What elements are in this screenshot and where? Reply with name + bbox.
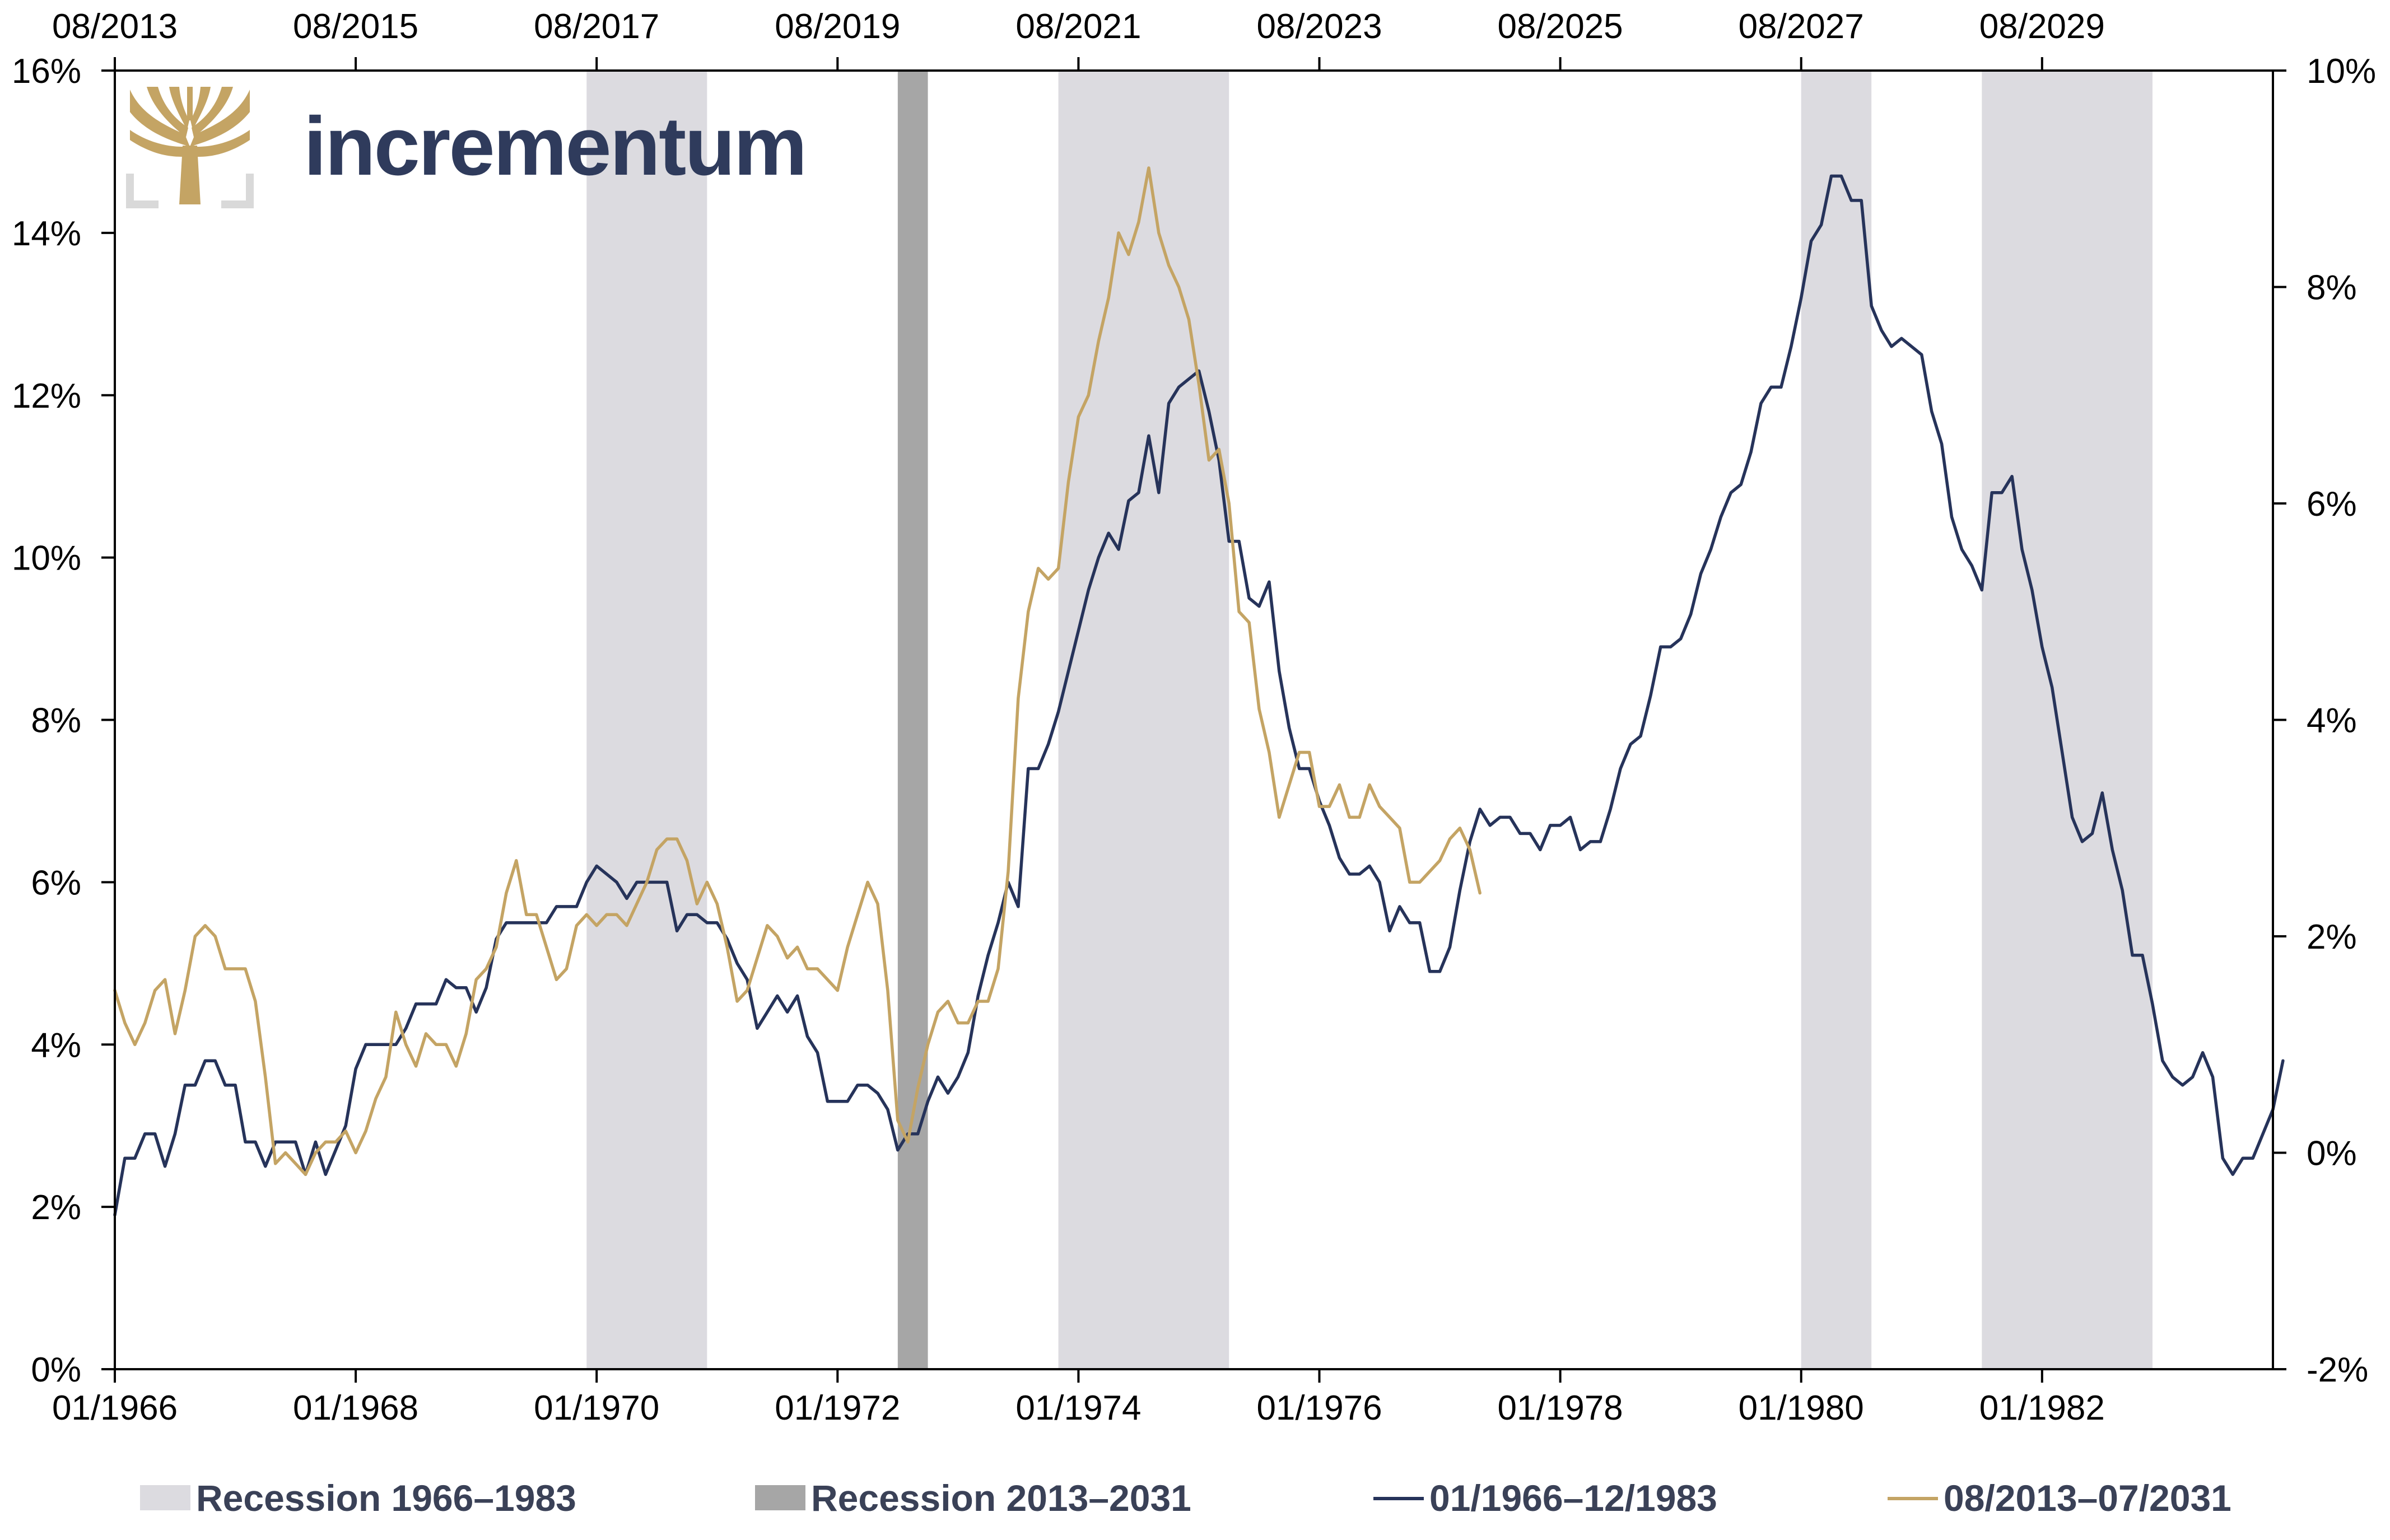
x-top-tick-label: 08/2023 (1256, 7, 1382, 46)
axis-ticks: 01/1966 01/1968 01/1970 01/1972 01/1974 01/19… (12, 7, 2376, 1427)
legend-label-1966-1983: 01/1966–12/1983 (1429, 1477, 1717, 1519)
x-top-tick-label: 08/2029 (1979, 7, 2105, 46)
legend-label-recession-1966-1983: Recession 1966–1983 (196, 1477, 576, 1519)
series-line-2013-2031 (113, 166, 1481, 1176)
recession-band (1801, 71, 1872, 1369)
x-bottom-tick-label: 01/1978 (1498, 1389, 1623, 1427)
recession-band (586, 71, 707, 1369)
y-left-tick-label: 8% (31, 702, 81, 740)
series-lines (113, 166, 2285, 1217)
tree-icon (126, 87, 254, 208)
y-right-tick-label: 4% (2307, 702, 2357, 740)
x-top-tick-label: 08/2017 (534, 7, 659, 46)
y-right-tick-label: 2% (2307, 918, 2357, 956)
x-bottom-tick-label: 01/1972 (775, 1389, 900, 1427)
x-bottom-tick-label: 01/1966 (52, 1389, 178, 1427)
x-bottom-tick-label: 01/1970 (534, 1389, 659, 1427)
brand-name: incrementum (304, 100, 805, 193)
legend-swatch-recession-1966-1983 (140, 1485, 190, 1510)
y-left-tick-label: 10% (12, 539, 81, 578)
y-left-tick-label: 6% (31, 864, 81, 902)
x-bottom-tick-label: 01/1968 (293, 1389, 418, 1427)
legend-label-2013-2031: 08/2013–07/2031 (1944, 1477, 2231, 1519)
x-top-tick-label: 08/2025 (1498, 7, 1623, 46)
x-top-tick-label: 08/2015 (293, 7, 418, 46)
series-line-1966-1983 (113, 174, 2285, 1217)
y-right-tick-label: 0% (2307, 1135, 2357, 1173)
y-left-tick-label: 14% (12, 214, 81, 253)
y-left-tick-label: 16% (12, 52, 81, 91)
legend-swatch-recession-2013-2031 (755, 1485, 805, 1510)
y-left-tick-label: 4% (31, 1026, 81, 1065)
x-bottom-tick-label: 01/1980 (1739, 1389, 1864, 1427)
y-left-tick-label: 2% (31, 1188, 81, 1227)
y-right-tick-label: -2% (2307, 1351, 2368, 1389)
x-top-tick-label: 08/2021 (1015, 7, 1141, 46)
y-right-tick-label: 10% (2307, 52, 2376, 91)
recession-bands (586, 71, 2153, 1369)
recession-band (1058, 71, 1229, 1369)
legend: Recession 1966–1983 Recession 2013–2031 … (140, 1477, 2231, 1519)
recession-band (1982, 71, 2153, 1369)
recession-band (897, 71, 928, 1369)
x-top-tick-label: 08/2027 (1739, 7, 1864, 46)
y-left-tick-label: 0% (31, 1351, 81, 1389)
y-right-tick-label: 8% (2307, 269, 2357, 307)
x-bottom-tick-label: 01/1974 (1015, 1389, 1141, 1427)
x-top-tick-label: 08/2013 (52, 7, 178, 46)
x-top-tick-label: 08/2019 (775, 7, 900, 46)
incrementum-logo: incrementum (126, 87, 807, 208)
y-left-tick-label: 12% (12, 377, 81, 416)
x-bottom-tick-label: 01/1976 (1256, 1389, 1382, 1427)
legend-label-recession-2013-2031: Recession 2013–2031 (811, 1477, 1191, 1519)
y-right-tick-label: 6% (2307, 485, 2357, 524)
x-bottom-tick-label: 01/1982 (1979, 1389, 2105, 1427)
